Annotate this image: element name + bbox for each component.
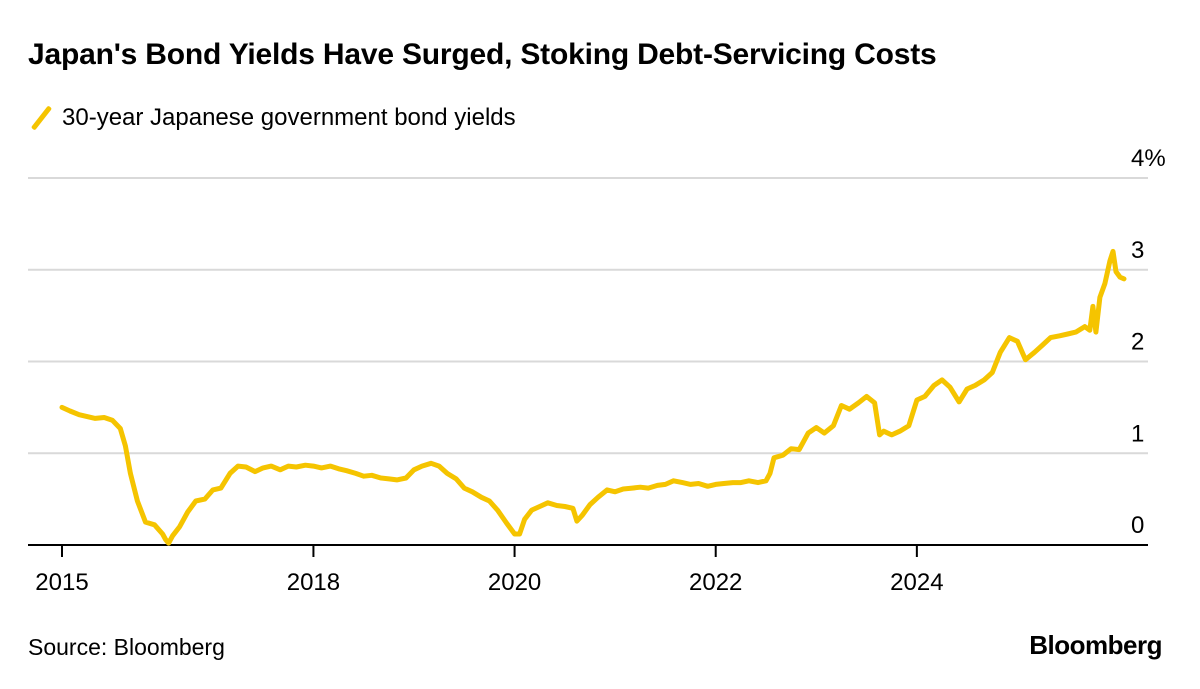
x-tick-label: 2020 <box>488 569 541 596</box>
y-tick-label: 0 <box>1131 512 1144 539</box>
legend-label: 30-year Japanese government bond yields <box>62 104 516 131</box>
x-tick-label: 2024 <box>890 569 943 596</box>
series-line-jgb-30y <box>59 248 1127 546</box>
x-tick-label: 2018 <box>287 569 340 596</box>
x-tick-label: 2015 <box>35 569 88 596</box>
y-tick-label: 3 <box>1131 237 1144 264</box>
y-tick-label: 2 <box>1131 329 1144 356</box>
y-tick-label: 1 <box>1131 420 1144 447</box>
legend: 30-year Japanese government bond yields <box>28 104 516 132</box>
bloomberg-logo: Bloomberg <box>1029 630 1162 660</box>
source-note: Source: Bloomberg <box>28 634 225 660</box>
x-tick-label: 2022 <box>689 569 742 596</box>
y-tick-label: 4% <box>1131 145 1166 172</box>
chart-title: Japan's Bond Yields Have Surged, Stoking… <box>28 38 937 71</box>
